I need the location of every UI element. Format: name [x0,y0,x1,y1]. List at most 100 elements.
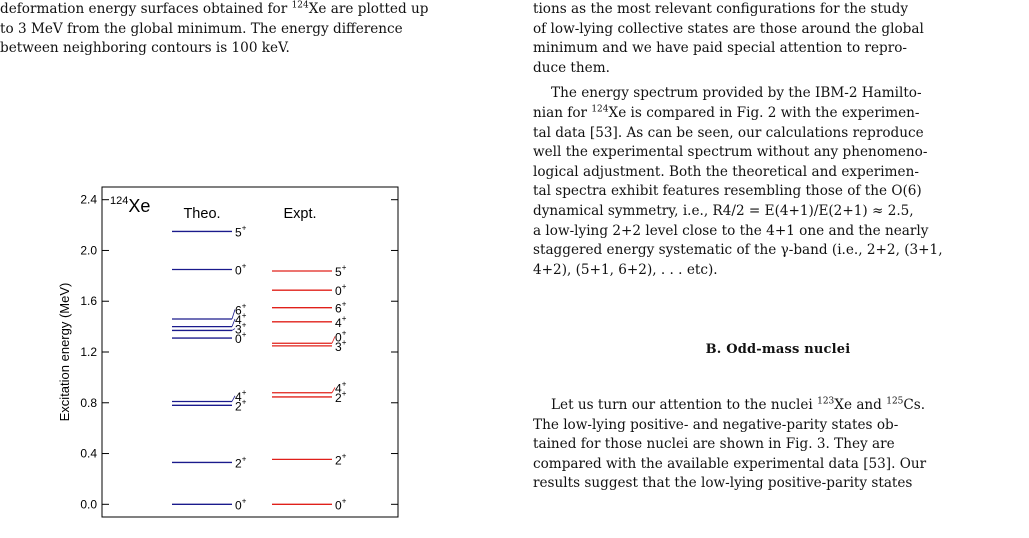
level-label: 3+ [335,338,347,354]
text-line: of low-lying collective states are those… [533,20,924,37]
parity-plus: + [342,338,347,347]
caption-text: to 3 MeV from the global minimum. The en… [0,20,403,37]
parity-plus: + [342,314,347,323]
spin-value: 5 [235,225,242,239]
text-line: compared with the available experimental… [533,455,927,472]
level-label: 0+ [335,328,347,344]
level-label: 6+ [235,302,247,318]
spin-value: 3 [335,340,342,354]
text-line: tained for those nuclei are shown in Fig… [533,436,895,453]
parity-plus: + [242,311,247,320]
text-line: Xe is compared in Fig. 2 with the experi… [608,104,920,121]
level-label: 0+ [235,262,247,278]
mass-number: 123 [817,396,835,407]
y-axis-label: Excitation energy (MeV) [57,283,72,422]
left-column: deformation energy surfaces obtained for… [0,0,510,59]
parity-plus: + [342,389,347,398]
parity-plus: + [342,300,347,309]
text-line: nian for [533,104,592,121]
spin-value: 0 [335,284,342,298]
text-line: Cs. [903,396,926,413]
level-label: 4+ [235,388,247,404]
parity-plus: + [342,328,347,337]
level-label: 4+ [235,311,247,327]
text-line: tions as the most relevant configuration… [533,1,909,17]
text-line: a low-lying 2+2 level close to the 4+1 o… [533,222,929,239]
level-connector [231,318,236,327]
plot-frame [101,186,399,518]
parity-plus: + [242,397,247,406]
text-line: staggered energy systematic of the γ-ban… [533,242,943,259]
parity-plus: + [242,454,247,463]
paragraph-2: The energy spectrum provided by the IBM-… [533,84,1023,280]
nucleus-symbol: Xe [128,196,150,216]
level-label: 2+ [335,451,347,467]
level-label: 6+ [335,300,347,316]
mass-number: 124 [591,104,609,115]
level-label: 2+ [235,454,247,470]
y-tick-label: 2.0 [80,243,97,257]
y-tick-label: 0.8 [80,396,97,410]
level-label: 0+ [335,282,347,298]
spin-value: 3 [235,323,242,337]
text-line: duce them. [533,59,610,76]
spin-value: 0 [235,332,242,346]
text-line: logical adjustment. Both the theoretical… [533,163,919,180]
text-line: The low-lying positive- and negative-par… [533,416,899,433]
y-axis: 0.0 0.4 0.8 1.2 1.6 2.0 2.4 [80,193,398,511]
y-tick-label: 2.4 [80,193,97,207]
spin-value: 6 [235,304,242,318]
spin-value: 2 [235,456,242,470]
spin-value: 6 [335,302,342,316]
parity-plus: + [242,496,247,505]
level-connector [231,395,236,402]
parity-plus: + [342,451,347,460]
text-line: tal spectra exhibit features resembling … [533,183,922,200]
text-line: 4+2), (5+1, 6+2), . . . etc). [533,261,718,278]
nucleus-mass: 124 [110,195,128,207]
section-title: B. Odd-mass nuclei [705,342,851,358]
y-tick-label: 0.0 [80,497,97,511]
text-line: dynamical symmetry, i.e., R4/2 = E(4+1)/… [533,202,914,219]
parity-plus: + [342,263,347,272]
caption-text: between neighboring contours is 100 keV. [0,40,290,57]
spin-value: 2 [235,399,242,413]
level-label: 4+ [335,314,347,330]
spin-value: 4 [335,316,342,330]
spin-value: 4 [235,313,242,327]
level-label: 5+ [235,223,247,239]
levels-group: 0+2+2+4+0+3+4+6+0+5+0+2+2+4+3+0+4+6+0+5+ [172,223,347,512]
parity-plus: + [342,496,347,505]
parity-plus: + [342,282,347,291]
spin-value: 4 [335,381,342,395]
column-title-expt: Expt. [283,206,316,222]
level-connector [331,336,336,344]
parity-plus: + [242,302,247,311]
parity-plus: + [242,321,247,330]
y-tick-label: 0.4 [80,447,97,461]
spin-value: 0 [235,264,242,278]
column-title-theo: Theo. [183,206,220,222]
spin-value: 4 [235,390,242,404]
y-tick-label: 1.6 [80,294,97,308]
level-label: 3+ [235,321,247,337]
text-line: minimum and we have paid special attenti… [533,40,908,57]
text-line: The energy spectrum provided by the IBM-… [551,85,922,102]
text-line: results suggest that the low-lying posit… [533,475,913,492]
spin-value: 2 [335,453,342,467]
parity-plus: + [242,223,247,232]
level-label: 0+ [335,496,347,512]
parity-plus: + [242,262,247,271]
level-label: 0+ [235,496,247,512]
level-scheme-figure: 0.0 0.4 0.8 1.2 1.6 2.0 2.4 Excitation energy … [57,186,399,518]
paragraph-1: tions as the most relevant configuration… [533,0,1023,78]
text-line: tal data [53]. As can be seen, our calcu… [533,124,924,141]
parity-plus: + [342,379,347,388]
level-connector [231,309,236,320]
spin-value: 5 [335,265,342,279]
spin-value: 2 [335,391,342,405]
caption-text: deformation energy surfaces obtained for [0,1,292,17]
level-label: 5+ [335,263,347,279]
level-label: 4+ [335,379,347,395]
parity-plus: + [242,330,247,339]
